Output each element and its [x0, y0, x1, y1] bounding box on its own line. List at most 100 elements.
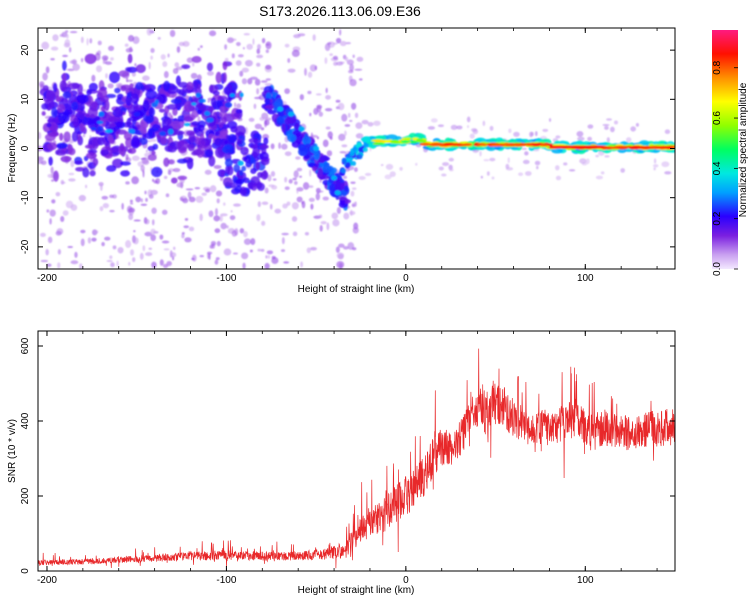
spectrogram-cell	[324, 108, 333, 112]
spectrogram-cell	[108, 45, 115, 52]
spectrogram-cell	[52, 82, 58, 93]
spectrogram-cell	[215, 71, 222, 84]
spectrogram-cell	[252, 38, 255, 46]
spectrogram-cell	[600, 171, 605, 175]
spectrogram-cell	[57, 249, 61, 255]
spectrogram-cell	[112, 245, 117, 250]
spectrogram-cell	[239, 70, 244, 77]
spectrogram-cell	[507, 157, 510, 164]
spectrogram-cell	[72, 63, 80, 71]
spectrogram-cell	[271, 185, 278, 190]
spectrogram-cell	[256, 214, 261, 222]
spectrogram-cell	[142, 170, 145, 178]
spectrogram-cell	[577, 136, 585, 142]
spectrogram-cell	[262, 169, 268, 179]
spectrogram-cell	[165, 193, 170, 198]
spectrogram-cell	[335, 37, 342, 44]
spectrogram-cell	[344, 185, 349, 192]
spectrogram-cell	[359, 78, 363, 81]
spectrogram-peak-segment	[549, 145, 604, 149]
spectrogram-cell	[265, 64, 272, 70]
spectrogram-cell	[139, 252, 144, 260]
spectrogram-cell	[195, 92, 201, 98]
spectrogram-cell	[128, 207, 136, 213]
spectrogram-cell	[144, 231, 153, 237]
spectrogram-cell	[70, 204, 78, 211]
spectrogram-cell	[151, 261, 157, 269]
spectrogram-cell	[121, 202, 124, 210]
spectrogram-cell	[385, 134, 398, 141]
spectrogram-cell	[187, 191, 192, 199]
spectrogram-cell	[551, 148, 563, 154]
spectrogram-cell	[140, 198, 143, 203]
spectrogram-cell	[243, 231, 248, 238]
spectrogram-cell	[74, 160, 84, 165]
spectrogram-cell	[190, 72, 198, 79]
snr-panel: -200 -100 0 100 0 200 400 600 Height of straigh…	[7, 330, 676, 596]
spectrogram-cell	[151, 207, 157, 214]
spectrogram-cell	[298, 143, 306, 152]
spectrogram-cell	[489, 157, 496, 162]
spectrogram-cell	[45, 248, 49, 256]
spectrogram-cell	[343, 212, 350, 220]
spectrogram-cell	[322, 196, 329, 201]
spectrogram-cell	[120, 170, 131, 177]
spectrogram-cell	[331, 175, 338, 181]
spectrogram-cell	[620, 168, 626, 173]
spectrogram-cell	[181, 64, 191, 70]
spectrogram-cell	[67, 68, 75, 72]
spectrogram-cell	[51, 199, 56, 204]
spectrogram-cell	[310, 203, 314, 210]
spectrogram-cell	[105, 129, 113, 133]
spectrogram-cell	[270, 143, 275, 150]
spectrogram-cell	[661, 161, 670, 168]
spectrogram-cell	[480, 143, 488, 147]
spectrogram-cell	[243, 33, 250, 36]
spectrogram-cell	[60, 216, 65, 223]
y-tick-label: 10	[20, 93, 31, 105]
spectrogram-cell	[41, 111, 46, 116]
spectrogram-cell	[454, 143, 461, 147]
spectrogram-cell	[192, 148, 203, 156]
colorbar-tick-label: 0.4	[712, 161, 723, 175]
spectrogram-cell	[606, 137, 610, 143]
spectrogram-cell	[312, 34, 316, 41]
spectrogram-cell	[349, 119, 353, 122]
spectrogram-cell	[63, 131, 71, 143]
spectrogram-cell	[49, 218, 52, 225]
spectrogram-cell	[197, 103, 207, 111]
spectrogram-cell	[336, 260, 345, 269]
spectrogram-cell	[146, 28, 153, 36]
spectrogram-cell	[319, 175, 330, 180]
spectrogram-cell	[251, 144, 259, 149]
spectrogram-cell	[151, 166, 163, 178]
spectrogram-cell	[59, 33, 64, 37]
spectrogram-cell	[326, 150, 333, 157]
spectrogram-y-axis-label: Frequency (Hz)	[7, 114, 18, 183]
spectrogram-cell	[68, 178, 76, 182]
spectrogram-cell	[192, 62, 195, 67]
spectrogram-cell	[48, 156, 53, 166]
spectrogram-cell	[144, 218, 150, 225]
spectrogram-cell	[99, 206, 104, 212]
spectrogram-cell	[286, 114, 297, 125]
spectrogram-cell	[242, 262, 246, 269]
y-tick-label: 20	[20, 44, 31, 56]
spectrogram-cell	[352, 54, 355, 59]
spectrogram-cell	[437, 124, 444, 128]
spectrogram-cell	[331, 212, 339, 220]
spectrogram-cell	[182, 198, 189, 204]
spectrogram-cell	[234, 178, 244, 184]
spectrogram-cell	[358, 175, 366, 181]
spectrogram-cell	[47, 131, 60, 137]
spectrogram-cell	[294, 122, 300, 131]
spectrogram-cell	[341, 168, 347, 174]
spectrogram-cell	[288, 111, 295, 117]
spectrogram-cell	[91, 237, 97, 242]
spectrogram-cell	[186, 57, 194, 63]
spectrogram-cell	[60, 179, 65, 185]
spectrogram-cell	[67, 147, 76, 156]
spectrogram-cell	[140, 203, 148, 206]
spectrogram-cell	[166, 261, 172, 267]
spectrogram-cell	[490, 143, 503, 147]
